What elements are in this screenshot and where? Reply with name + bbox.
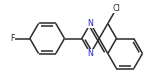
- Text: N: N: [88, 49, 93, 58]
- Text: Cl: Cl: [113, 4, 120, 13]
- Text: N: N: [88, 19, 93, 28]
- Text: F: F: [10, 34, 15, 43]
